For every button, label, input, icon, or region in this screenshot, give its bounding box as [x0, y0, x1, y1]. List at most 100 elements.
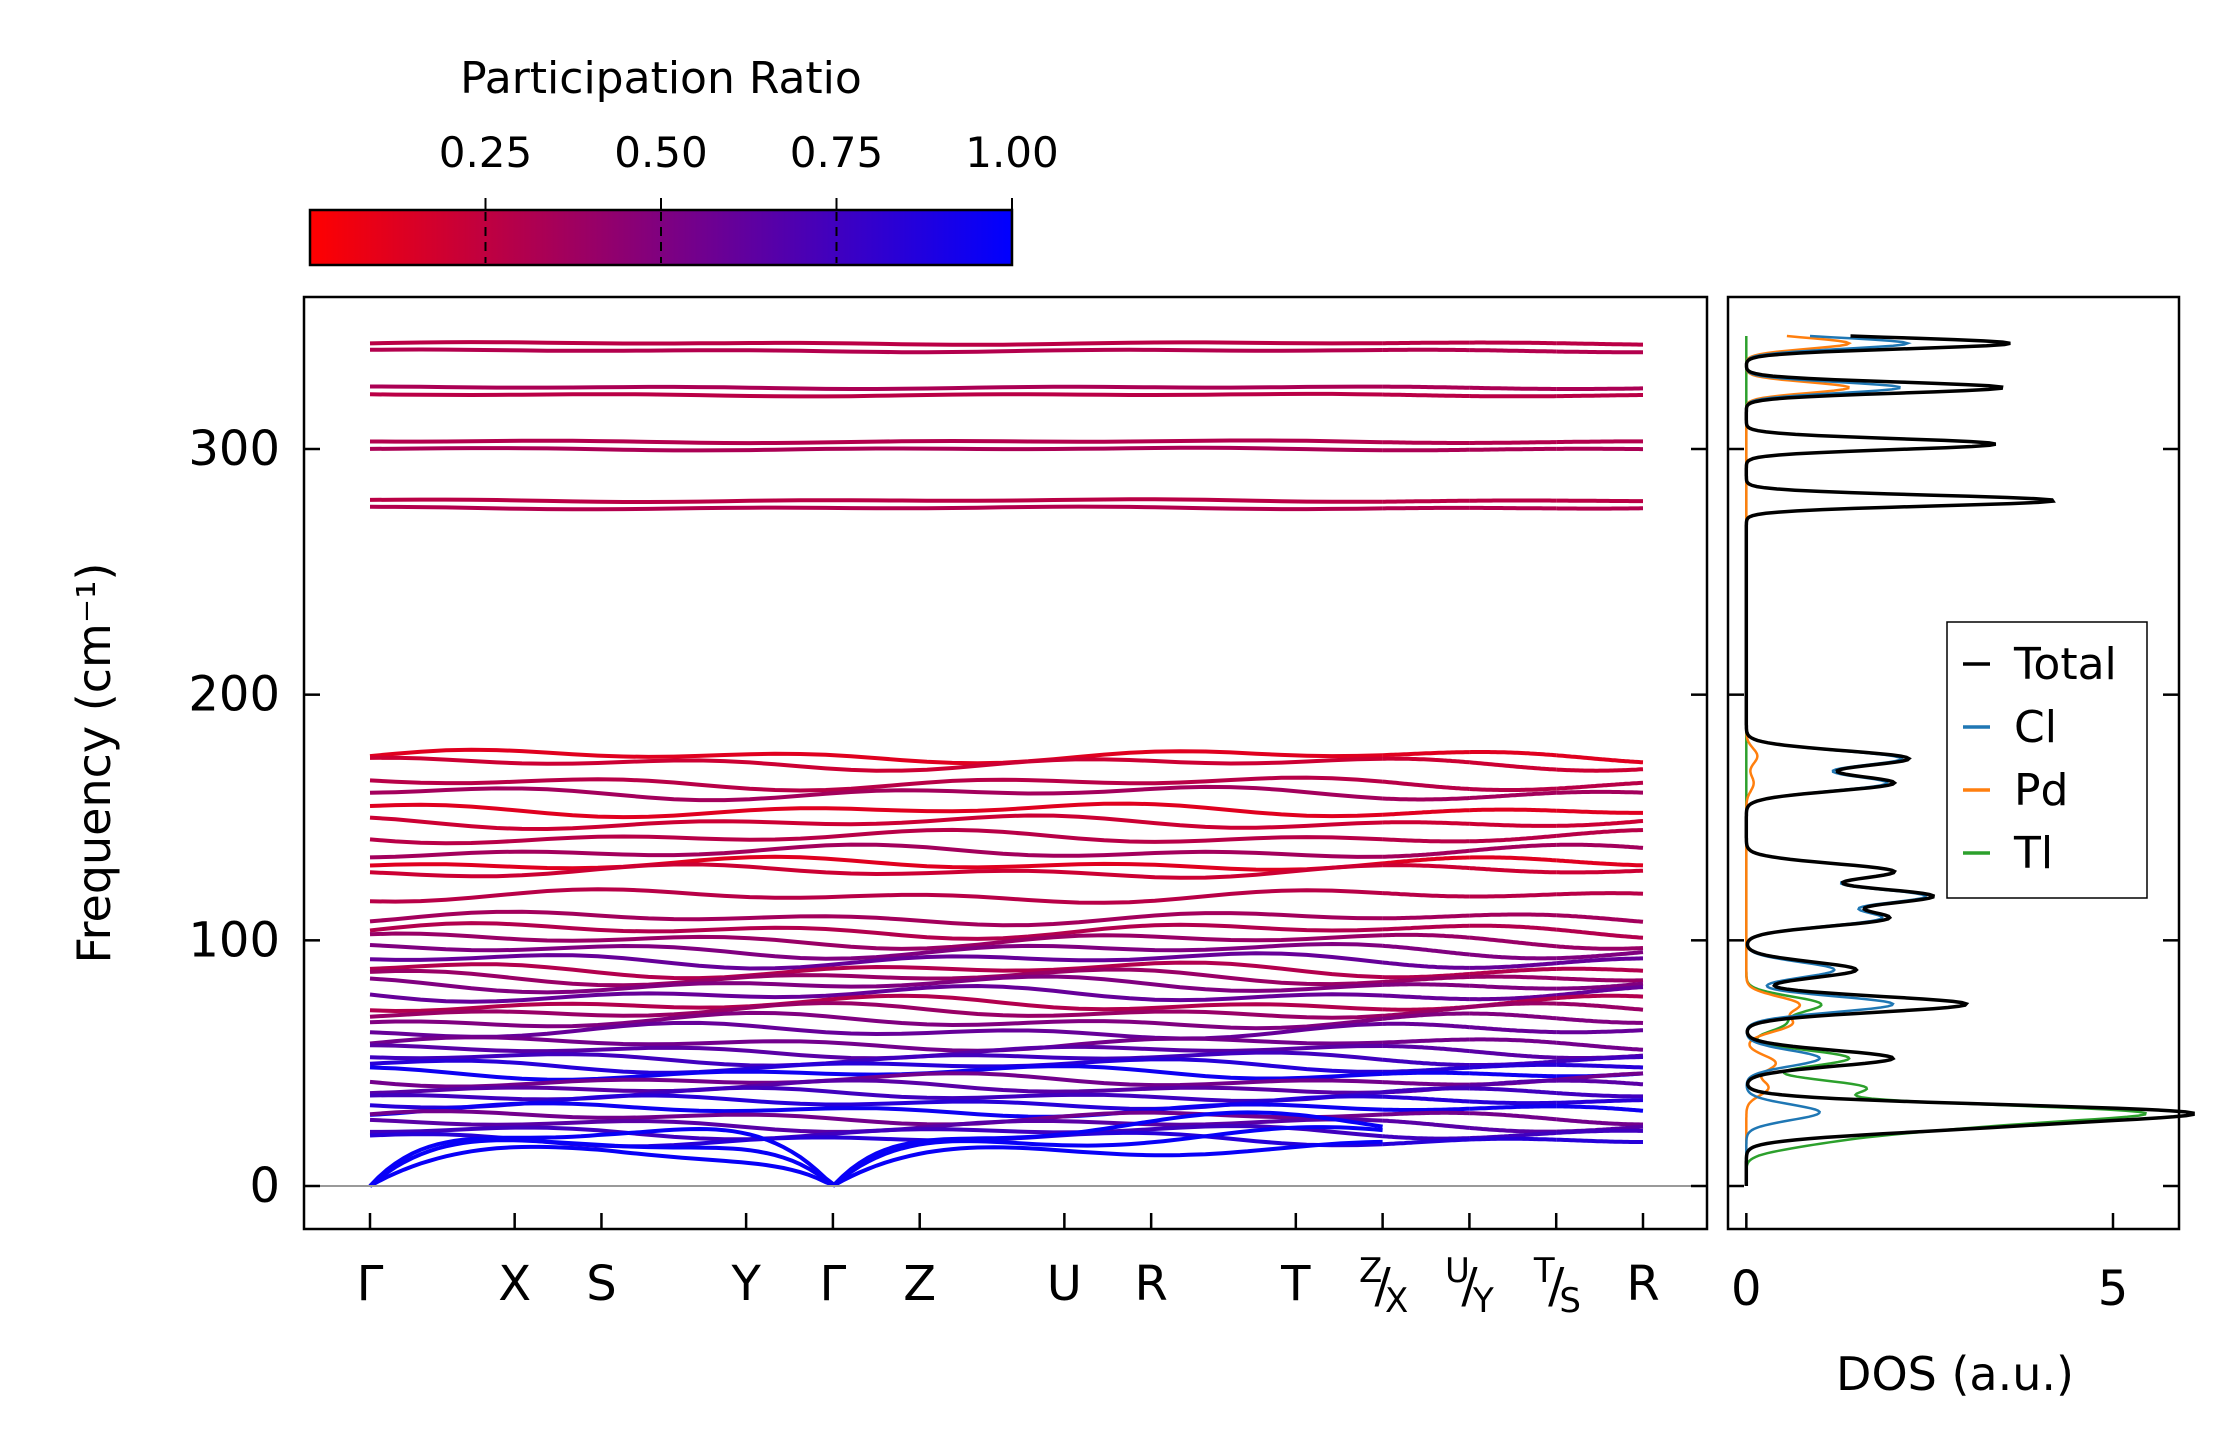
band-line-upper	[1556, 858, 1644, 868]
dos-series-total	[1744, 334, 2195, 1186]
band-line-optical	[1469, 505, 1557, 511]
band-line-upper	[1556, 828, 1644, 838]
band-line-low	[1556, 1055, 1643, 1064]
band-line-upper	[369, 775, 1383, 793]
band-line-middle	[1469, 1011, 1557, 1021]
colorbar-label: Participation Ratio	[460, 53, 862, 104]
dos-series-pd	[1745, 334, 1852, 1186]
band-line-optical	[1469, 348, 1557, 354]
band-line-low	[369, 1101, 1383, 1119]
band-line-upper	[1469, 866, 1557, 875]
band-line-low	[1556, 1062, 1644, 1070]
dos-panel: 0 5 DOS (a.u.) Total Cl Pd Tl	[1726, 295, 2195, 1401]
dos-x-axis-label: DOS (a.u.)	[1836, 1347, 2074, 1401]
band-line-optical	[1382, 440, 1470, 445]
band-line-low	[369, 1057, 1383, 1075]
acoustic-branch	[369, 1139, 1383, 1188]
band-line-upper	[1382, 913, 1470, 921]
band-line-low	[1382, 1057, 1470, 1067]
band-line-middle	[1382, 972, 1470, 980]
band-line-middle	[1469, 952, 1557, 961]
band-line-low	[1469, 1037, 1557, 1045]
band-line-optical	[1469, 440, 1557, 445]
band-line-middle	[369, 983, 1383, 1004]
y-tick-label: 100	[188, 912, 280, 968]
band-line-low	[1469, 1136, 1557, 1142]
band-line-middle	[369, 921, 1383, 941]
band-line-low	[1382, 1037, 1470, 1045]
dos-x-tick-label: 0	[1731, 1261, 1762, 1317]
legend-label: Pd	[2014, 765, 2068, 816]
band-line-optical	[369, 340, 1383, 347]
band-line-upper	[1556, 842, 1644, 850]
band-line-middle	[1469, 1025, 1557, 1035]
band-line-upper	[1469, 912, 1557, 918]
band-line-middle	[1469, 1001, 1557, 1010]
band-line-optical	[1382, 498, 1470, 504]
band-line-low	[1556, 1091, 1643, 1099]
kpoint-label-bottom: S	[1559, 1281, 1581, 1321]
band-line-middle	[1556, 950, 1644, 961]
band-line-low	[1382, 1044, 1470, 1054]
band-line-middle	[1469, 993, 1557, 1002]
band-line-optical	[1469, 446, 1557, 452]
band-line-middle	[1382, 932, 1470, 940]
acoustic-branch	[368, 1125, 1383, 1188]
band-line-optical	[1382, 392, 1470, 398]
band-line-upper	[1556, 868, 1644, 875]
band-line-upper	[1556, 789, 1643, 795]
band-line-upper	[369, 813, 1383, 832]
band-line-middle	[1556, 956, 1643, 966]
band-line-upper	[1469, 760, 1557, 772]
legend-label: Cl	[2014, 702, 2057, 753]
band-line-middle	[1556, 993, 1644, 1001]
band-line-upper	[1382, 837, 1470, 844]
kpoint-label: Y	[730, 1256, 761, 1312]
kpoint-label-top: U	[1445, 1251, 1470, 1291]
dos-plot-frame	[1726, 295, 2181, 1231]
band-line-low	[1469, 1111, 1557, 1122]
band-line-middle	[1556, 944, 1644, 951]
colorbar-tick-label: 0.50	[614, 128, 708, 177]
band-line-low	[1382, 1070, 1470, 1076]
kpoint-label: R	[1626, 1256, 1659, 1312]
band-line-low	[1556, 1071, 1644, 1082]
band-line-upper	[1382, 796, 1470, 802]
band-line-upper	[369, 854, 1383, 872]
band-line-low	[1469, 1071, 1557, 1079]
band-line-low	[1382, 1137, 1470, 1147]
band-line-optical	[1382, 384, 1470, 390]
band-line-upper	[1382, 756, 1470, 765]
band-line-middle	[1469, 974, 1557, 981]
band-line-low	[1469, 1099, 1557, 1106]
band-line-upper	[369, 747, 1383, 766]
legend-label: Tl	[2013, 828, 2053, 879]
band-line-middle	[1556, 1001, 1644, 1012]
band-line-middle	[1556, 1016, 1644, 1025]
band-line-optical	[1469, 340, 1557, 346]
band-line-middle	[369, 1010, 1383, 1031]
band-line-middle	[369, 931, 1383, 951]
band-line-middle	[1382, 1005, 1470, 1018]
band-line-middle	[1382, 943, 1470, 957]
band-line-upper	[1556, 819, 1644, 828]
band-line-low	[369, 1071, 1383, 1089]
band-line-upper	[1556, 891, 1644, 897]
band-line-low	[1469, 1078, 1557, 1088]
band-line-optical	[369, 497, 1383, 504]
band-line-low	[1469, 1104, 1557, 1111]
kpoint-label-top: Z	[1359, 1251, 1382, 1291]
band-line-middle	[1556, 985, 1644, 998]
band-line-upper	[369, 755, 1383, 773]
band-line-middle	[1382, 960, 1470, 970]
band-line-low	[1556, 1137, 1643, 1144]
band-line-optical	[1382, 447, 1470, 453]
band-line-upper	[1556, 767, 1644, 773]
band-line-middle	[1556, 1028, 1643, 1035]
kpoint-label-bottom: Y	[1472, 1281, 1494, 1321]
band-line-optical	[1556, 386, 1643, 391]
band-line-upper	[1469, 892, 1557, 899]
band-line-low	[369, 1050, 1383, 1068]
band-line-upper	[369, 842, 1383, 860]
band-line-low	[1382, 1106, 1470, 1112]
